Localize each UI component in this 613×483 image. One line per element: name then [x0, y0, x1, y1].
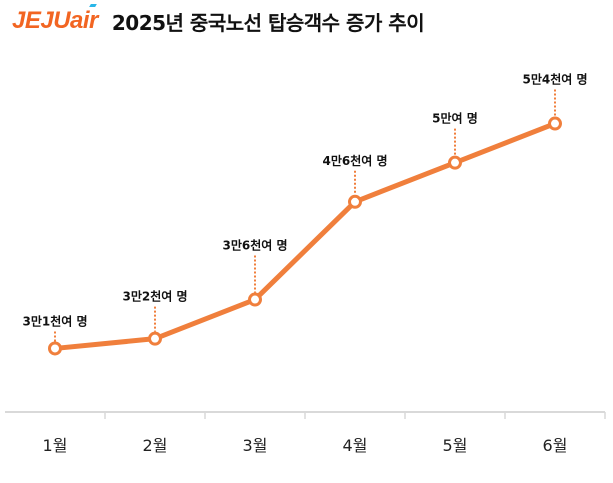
- data-point: [48, 341, 62, 356]
- data-point: [548, 116, 562, 131]
- data-label: 5만여 명: [432, 111, 478, 126]
- x-tick-label: 6월: [543, 436, 568, 455]
- data-label: 5만4천여 명: [522, 72, 587, 87]
- x-tick-label: 1월: [43, 436, 68, 455]
- data-point: [448, 155, 462, 170]
- data-point: [148, 331, 162, 346]
- x-tick-label: 4월: [343, 436, 368, 455]
- series-line: [54, 121, 556, 351]
- data-point: [248, 292, 262, 307]
- data-point: [348, 194, 362, 209]
- data-label: 4만6천여 명: [322, 153, 387, 168]
- chart-title: 2025년 중국노선 탑승객수 증가 추이: [111, 10, 425, 35]
- data-label: 3만1천여 명: [22, 313, 87, 328]
- jejuair-logo: JEJUair: [12, 4, 98, 35]
- data-label: 3만2천여 명: [122, 289, 187, 304]
- x-tick-label: 2월: [143, 436, 168, 455]
- x-tick-label: 3월: [243, 436, 268, 455]
- header: JEJUair 2025년 중국노선 탑승객수 증가 추이: [12, 4, 425, 36]
- x-tick-label: 5월: [443, 436, 468, 455]
- data-label: 3만6천여 명: [222, 238, 287, 253]
